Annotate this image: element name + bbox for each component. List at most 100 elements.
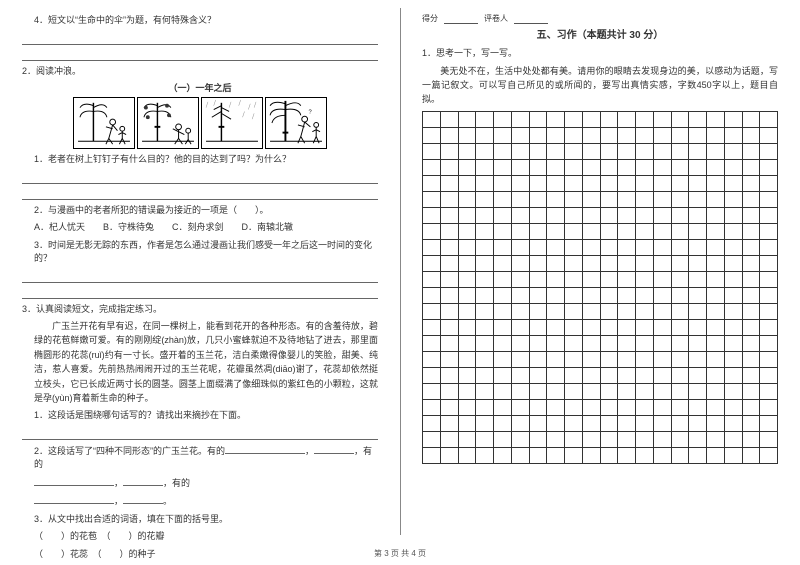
grid-cell bbox=[671, 175, 689, 191]
grid-cell bbox=[440, 223, 458, 239]
grid-cell bbox=[440, 319, 458, 335]
grid-cell bbox=[742, 271, 760, 287]
grid-cell bbox=[565, 335, 583, 351]
grid-cell bbox=[671, 319, 689, 335]
grid-cell bbox=[565, 303, 583, 319]
grid-cell bbox=[494, 383, 512, 399]
grid-cell bbox=[724, 127, 742, 143]
grid-cell bbox=[547, 143, 565, 159]
grid-cell bbox=[423, 207, 441, 223]
grid-cell bbox=[707, 415, 725, 431]
grid-cell bbox=[440, 287, 458, 303]
grid-cell bbox=[742, 207, 760, 223]
grid-cell bbox=[636, 127, 654, 143]
grid-cell bbox=[458, 399, 476, 415]
grid-cell bbox=[689, 191, 707, 207]
grid-cell bbox=[582, 399, 600, 415]
grid-cell bbox=[742, 447, 760, 463]
grid-cell bbox=[529, 111, 547, 127]
grid-cell bbox=[600, 143, 618, 159]
grid-cell bbox=[724, 271, 742, 287]
grid-cell bbox=[547, 287, 565, 303]
grid-cell bbox=[423, 175, 441, 191]
p-q1: 1．这段话是围绕哪句话写的？请找出来摘抄在下面。 bbox=[22, 409, 378, 423]
grid-cell bbox=[458, 351, 476, 367]
grid-cell bbox=[760, 223, 778, 239]
grid-cell bbox=[547, 255, 565, 271]
blank bbox=[34, 494, 114, 504]
grid-cell bbox=[636, 175, 654, 191]
grid-cell bbox=[724, 367, 742, 383]
grid-cell bbox=[653, 319, 671, 335]
grid-cell bbox=[476, 159, 494, 175]
grid-cell bbox=[476, 207, 494, 223]
grid-cell bbox=[600, 111, 618, 127]
grid-cell bbox=[707, 383, 725, 399]
grid-cell bbox=[476, 447, 494, 463]
grid-cell bbox=[742, 431, 760, 447]
grid-cell bbox=[494, 175, 512, 191]
grid-cell bbox=[636, 143, 654, 159]
grid-cell bbox=[582, 415, 600, 431]
p-q2-c: ，有的 bbox=[163, 478, 190, 488]
grid-cell bbox=[618, 271, 636, 287]
grid-cell bbox=[529, 415, 547, 431]
grid-cell bbox=[689, 351, 707, 367]
grid-cell bbox=[636, 287, 654, 303]
grid-cell bbox=[476, 111, 494, 127]
grid-cell bbox=[440, 143, 458, 159]
c1-q1: 1．老者在树上钉钉子有什么目的？他的目的达到了吗？为什么？ bbox=[22, 153, 378, 167]
grid-cell bbox=[582, 191, 600, 207]
grid-cell bbox=[707, 271, 725, 287]
grid-cell bbox=[636, 303, 654, 319]
grid-cell bbox=[565, 383, 583, 399]
grid-cell bbox=[511, 127, 529, 143]
grid-cell bbox=[618, 335, 636, 351]
grid-cell bbox=[458, 415, 476, 431]
grid-cell bbox=[742, 255, 760, 271]
grid-cell bbox=[511, 175, 529, 191]
grid-cell bbox=[618, 383, 636, 399]
r-q1: 1．思考一下，写一写。 bbox=[422, 47, 778, 61]
grid-cell bbox=[565, 271, 583, 287]
grid-cell bbox=[582, 335, 600, 351]
grid-cell bbox=[529, 431, 547, 447]
grid-cell bbox=[671, 383, 689, 399]
grid-cell bbox=[724, 447, 742, 463]
grid-cell bbox=[440, 335, 458, 351]
grid-cell bbox=[423, 335, 441, 351]
grid-cell bbox=[511, 367, 529, 383]
grid-cell bbox=[494, 191, 512, 207]
passage-text: 广玉兰开花有早有迟，在同一棵树上，能看到花开的各种形态。有的含羞待放，碧绿的花苞… bbox=[22, 319, 378, 405]
grid-cell bbox=[565, 223, 583, 239]
grid-cell bbox=[742, 399, 760, 415]
grid-cell bbox=[760, 335, 778, 351]
grid-cell bbox=[547, 383, 565, 399]
grid-cell bbox=[724, 207, 742, 223]
grid-cell bbox=[742, 239, 760, 255]
score-box bbox=[444, 10, 478, 24]
grid-cell bbox=[707, 143, 725, 159]
grid-cell bbox=[600, 287, 618, 303]
grid-cell bbox=[565, 111, 583, 127]
grid-cell bbox=[618, 159, 636, 175]
grid-cell bbox=[653, 335, 671, 351]
grid-cell bbox=[529, 287, 547, 303]
grid-cell bbox=[511, 207, 529, 223]
grid-cell bbox=[511, 335, 529, 351]
grid-cell bbox=[636, 367, 654, 383]
grid-cell bbox=[653, 399, 671, 415]
grid-cell bbox=[582, 207, 600, 223]
grid-cell bbox=[742, 191, 760, 207]
grid-cell bbox=[618, 399, 636, 415]
grid-cell bbox=[760, 383, 778, 399]
grid-cell bbox=[494, 159, 512, 175]
grid-cell bbox=[547, 175, 565, 191]
grid-cell bbox=[547, 335, 565, 351]
grid-cell bbox=[529, 383, 547, 399]
grid-cell bbox=[547, 159, 565, 175]
grid-cell bbox=[440, 303, 458, 319]
grid-cell bbox=[671, 127, 689, 143]
grid-cell bbox=[671, 447, 689, 463]
grid-cell bbox=[458, 223, 476, 239]
